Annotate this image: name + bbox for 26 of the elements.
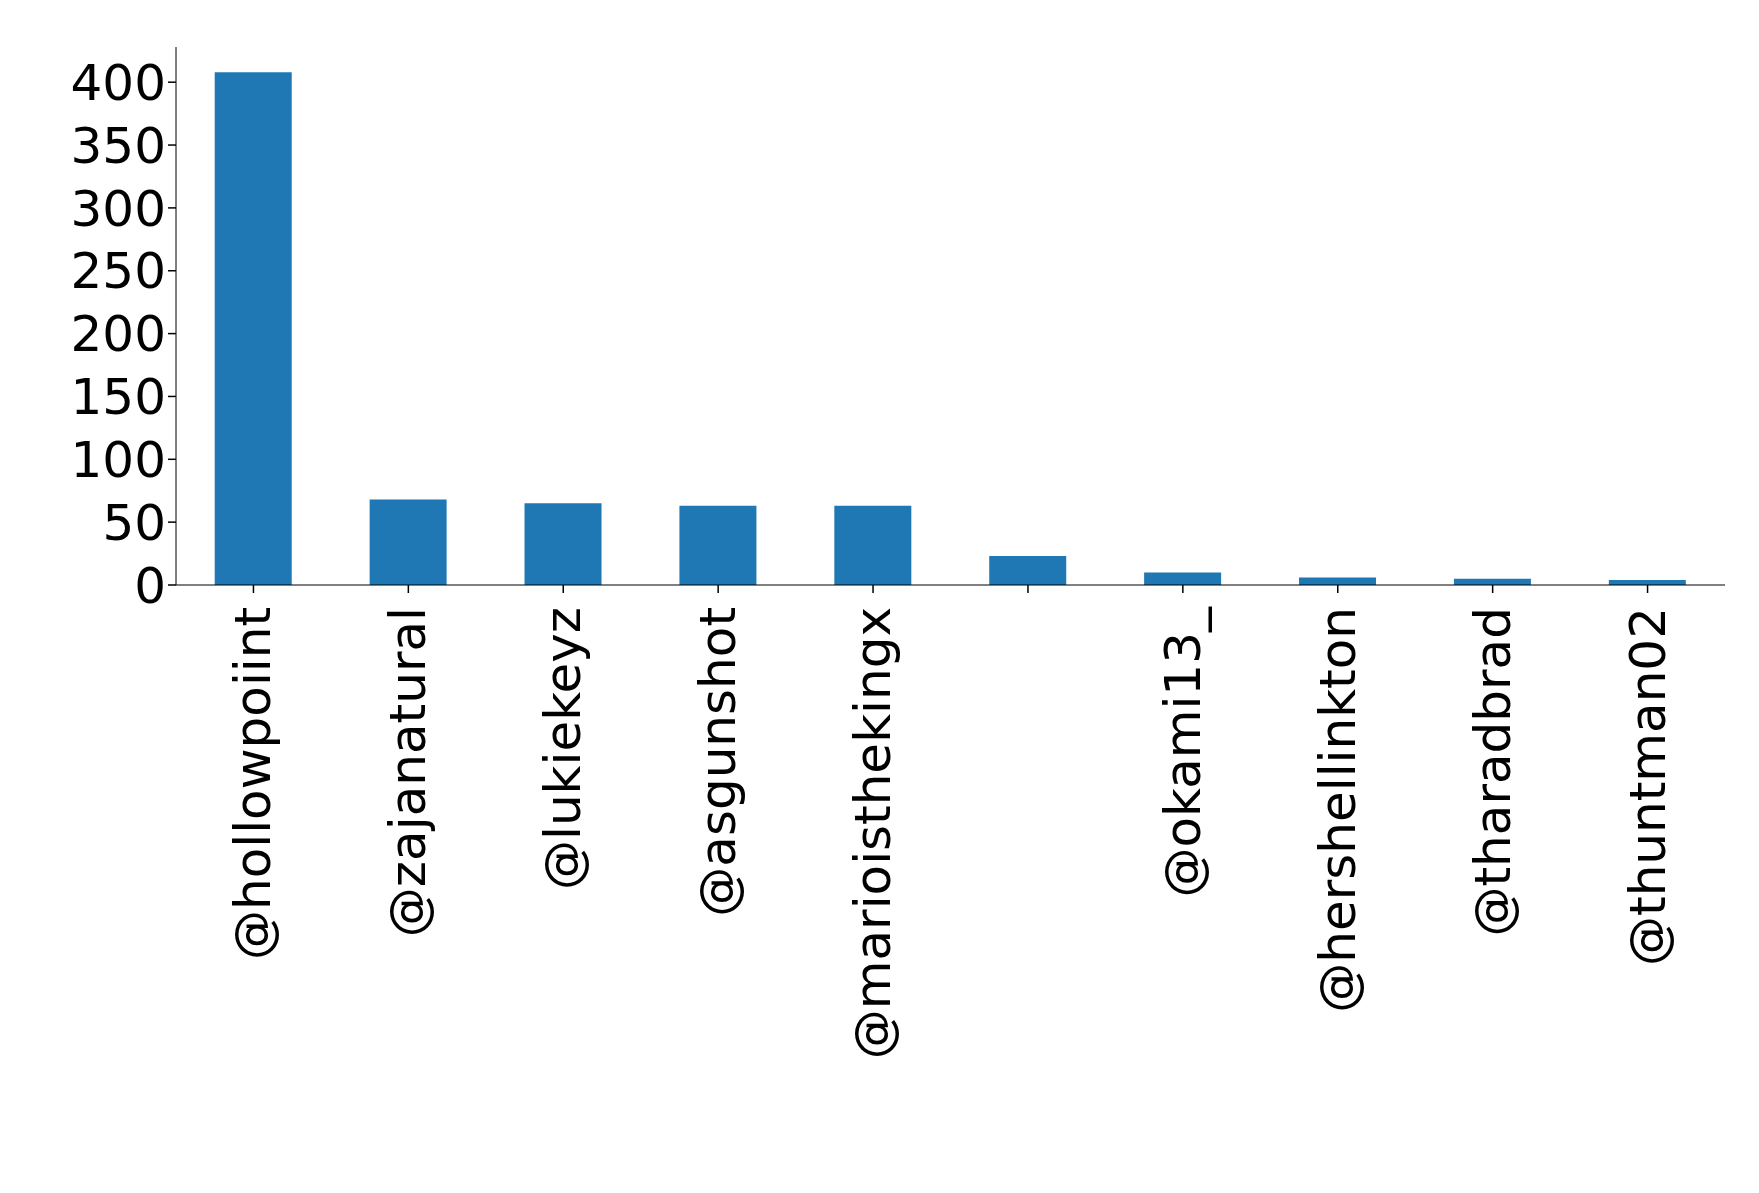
bar <box>679 505 757 585</box>
y-tick-label: 100 <box>70 431 166 490</box>
x-tick-label: @lukiekeyz <box>534 607 593 890</box>
x-tick-label: @tharadbrad <box>1463 607 1522 937</box>
x-tick-label: @zajanatural <box>379 607 438 938</box>
bar <box>1144 572 1222 585</box>
y-tick-label: 350 <box>70 116 166 175</box>
y-tick-label: 300 <box>70 179 166 238</box>
x-tick-label: @marioisthekingx <box>844 607 903 1060</box>
y-tick-label: 250 <box>70 242 166 301</box>
bar <box>369 499 447 585</box>
y-tick-label: 150 <box>70 368 166 427</box>
y-tick-label: 0 <box>134 556 166 615</box>
x-tick-label: @thuntman02 <box>1618 607 1677 966</box>
bar <box>1299 577 1377 585</box>
y-tick-label: 400 <box>70 53 166 112</box>
x-tick-label: @hollowpoiint <box>224 607 283 960</box>
y-tick-label: 50 <box>102 493 166 552</box>
y-tick-label: 200 <box>70 305 166 364</box>
bar <box>834 505 912 585</box>
x-tick-label: @hershellinkton <box>1308 607 1367 1013</box>
bar <box>524 503 602 585</box>
x-tick-label: @okami13_ <box>1153 606 1212 898</box>
bar <box>214 72 292 585</box>
bar <box>989 556 1067 585</box>
x-tick-label: @asgunshot <box>689 607 748 917</box>
